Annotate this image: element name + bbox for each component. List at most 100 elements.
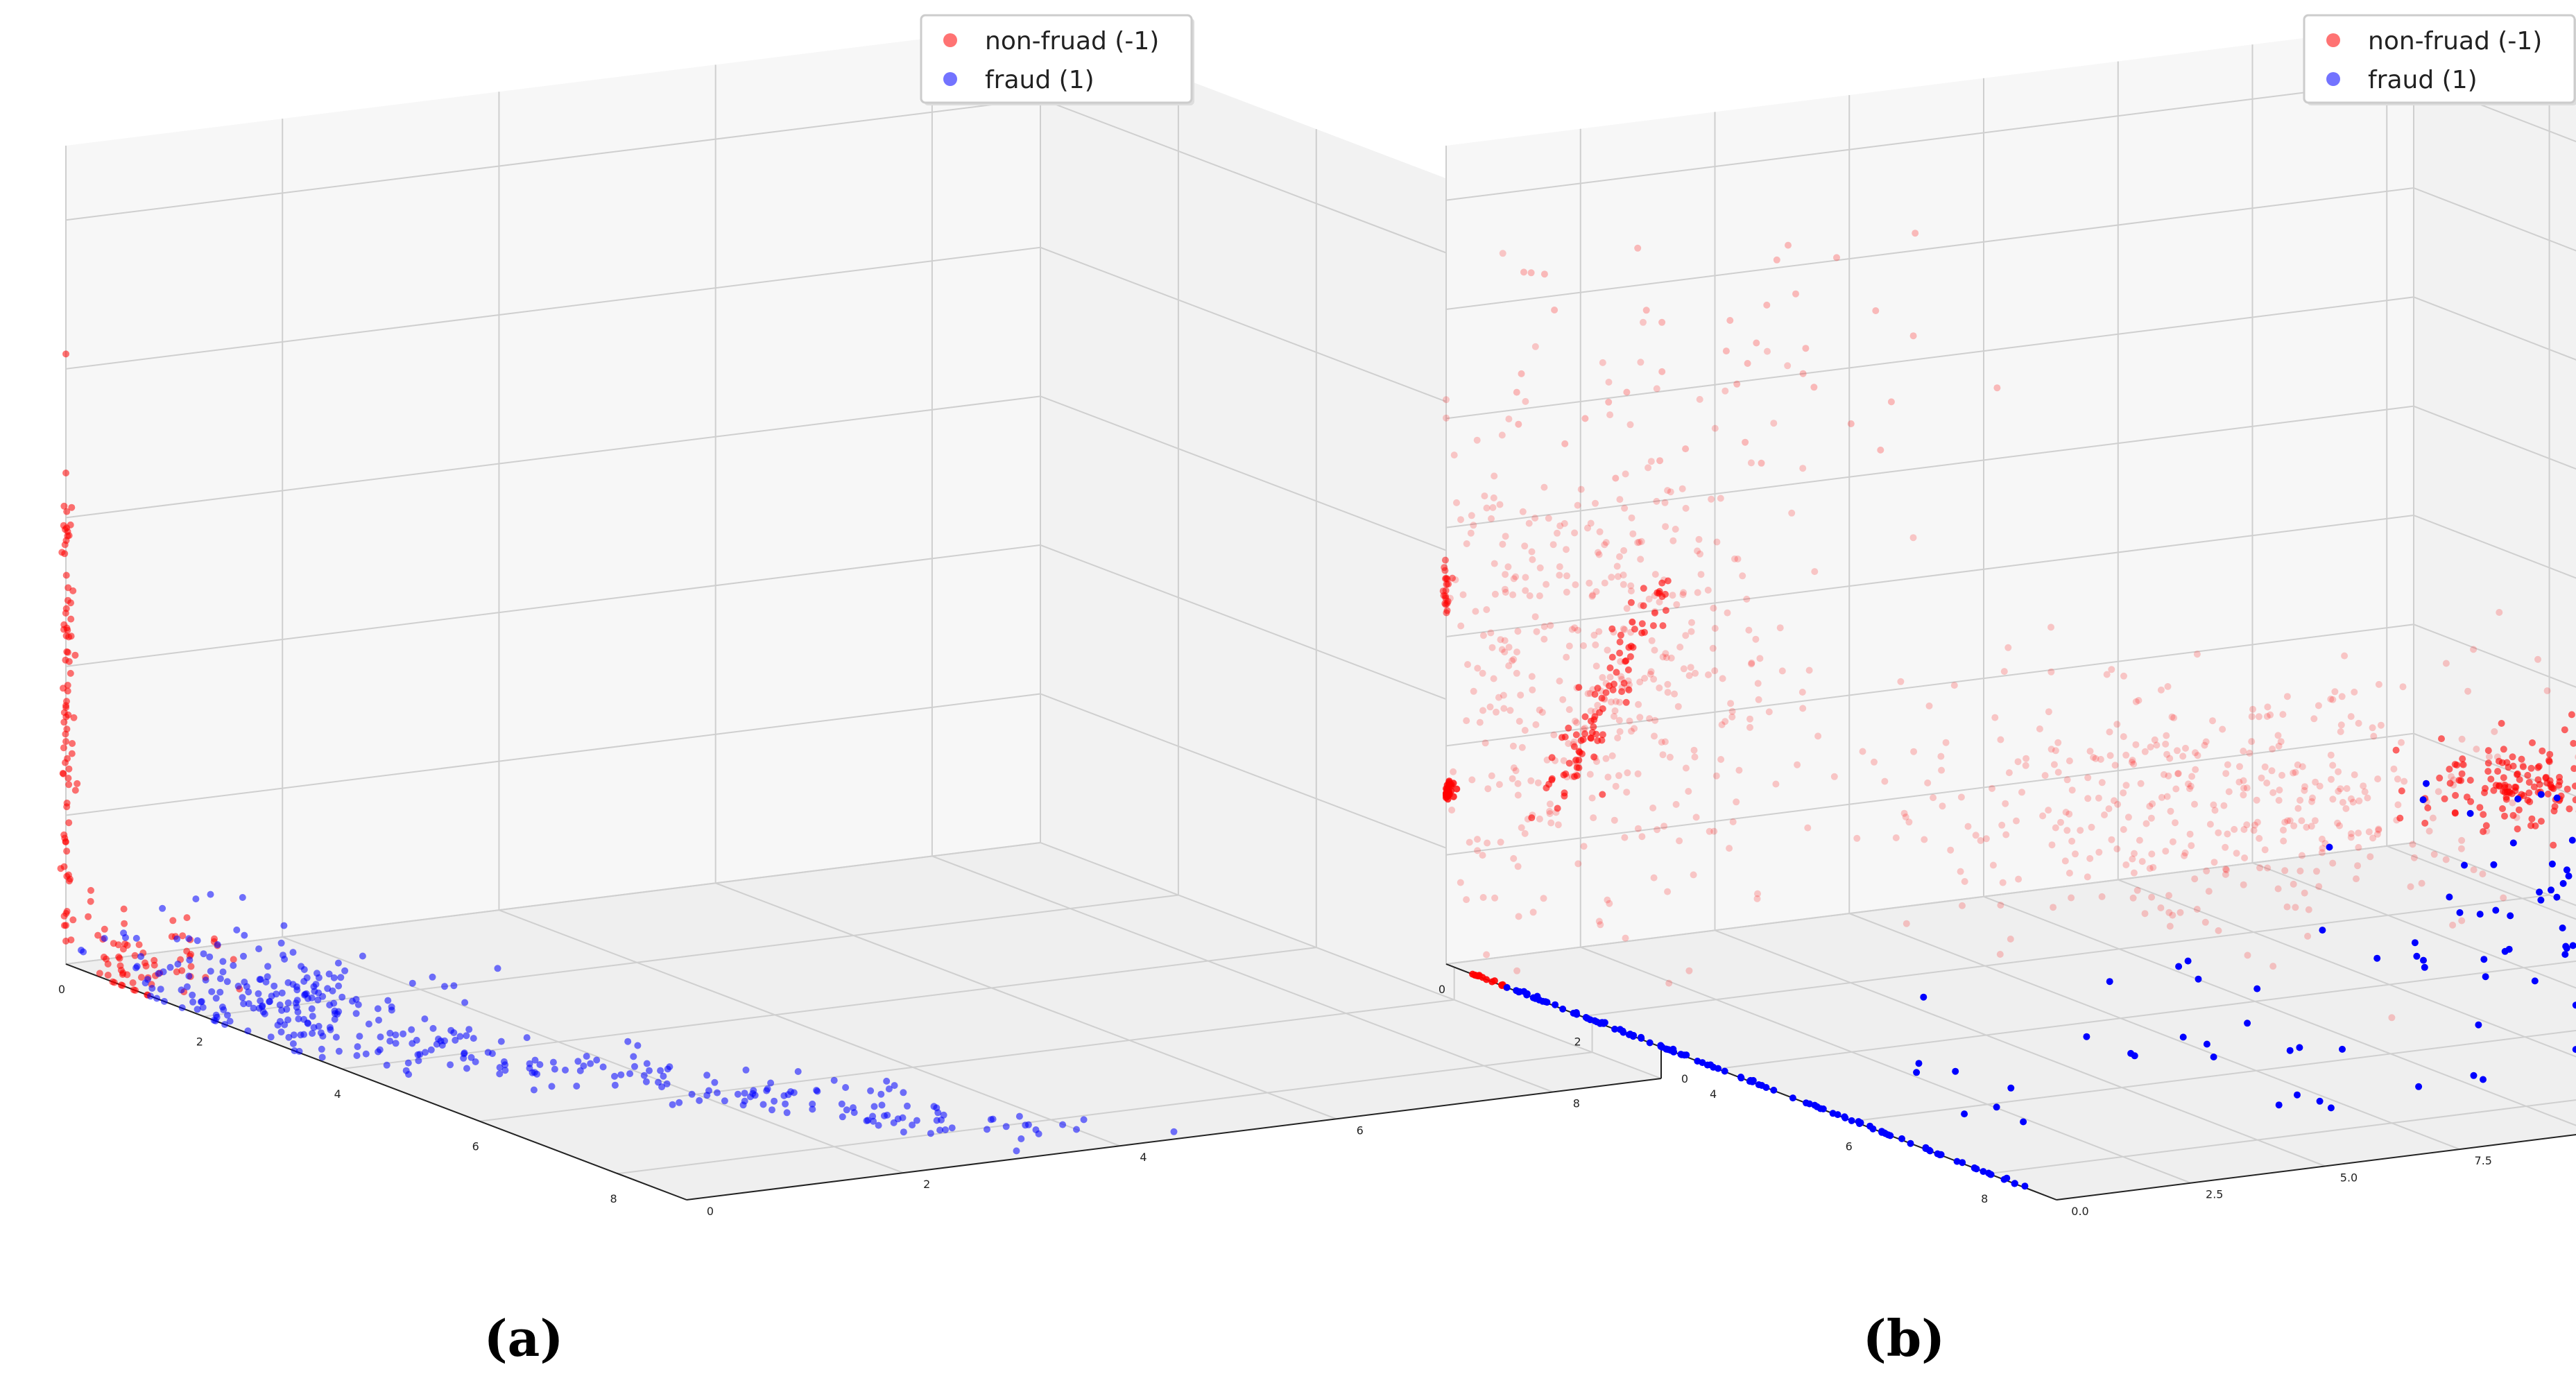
data-point — [2136, 836, 2143, 844]
data-point — [60, 770, 67, 777]
data-point — [2568, 836, 2576, 844]
data-point — [1717, 495, 1724, 502]
data-point — [2235, 778, 2243, 786]
data-point — [573, 1083, 581, 1090]
data-point — [1525, 519, 1533, 527]
data-point — [1764, 347, 1771, 355]
data-point — [2373, 830, 2381, 838]
data-point — [2244, 1020, 2251, 1027]
data-point — [1571, 529, 1579, 537]
series-fraud — [78, 891, 1178, 1155]
data-point — [96, 970, 103, 977]
data-point — [1540, 483, 1548, 491]
data-point — [2507, 912, 2514, 920]
data-point — [1513, 967, 1521, 974]
data-point — [2101, 811, 2108, 818]
data-point — [2276, 786, 2283, 794]
series-fraud — [1503, 780, 2576, 1190]
data-point — [2269, 789, 2277, 796]
data-point — [2248, 713, 2256, 721]
data-point — [2355, 797, 2363, 805]
data-point — [1501, 637, 1509, 644]
data-point — [2539, 747, 2546, 755]
data-point — [496, 1070, 504, 1078]
data-point — [2537, 791, 2545, 798]
data-point — [365, 1020, 372, 1028]
data-point — [1636, 678, 1644, 686]
data-point — [2328, 775, 2335, 783]
data-point — [60, 626, 67, 633]
data-point — [266, 998, 273, 1006]
data-point — [2160, 771, 2167, 778]
data-point — [2473, 746, 2480, 753]
data-point — [62, 470, 69, 476]
data-point — [1491, 590, 1499, 598]
data-point — [2458, 917, 2466, 925]
data-point — [1513, 669, 1520, 677]
data-point — [427, 1046, 435, 1054]
data-point — [1658, 739, 1665, 746]
data-point — [179, 932, 187, 940]
data-point — [2106, 752, 2114, 759]
data-point — [2375, 825, 2382, 833]
data-point — [2398, 739, 2405, 746]
data-point — [250, 1004, 257, 1012]
data-point — [1688, 619, 1695, 626]
data-point — [1662, 590, 1669, 598]
data-point — [1662, 607, 1669, 614]
data-point — [1493, 708, 1500, 716]
gridline-z — [1445, 296, 2576, 420]
data-point — [2459, 755, 2466, 763]
data-point — [1517, 691, 1525, 699]
data-point — [1634, 244, 1642, 252]
data-point — [60, 744, 67, 752]
data-point — [1744, 360, 1751, 367]
data-point — [244, 1027, 252, 1035]
data-point — [1739, 572, 1746, 580]
data-point — [1616, 638, 1624, 646]
data-point — [1565, 740, 1572, 748]
data-point — [1745, 626, 1753, 634]
data-point — [1510, 764, 1518, 772]
data-point — [388, 1003, 395, 1011]
x-tick-label: 8 — [1981, 1192, 1988, 1205]
data-point — [1488, 978, 1496, 986]
data-point — [71, 651, 79, 659]
data-point — [1565, 642, 1573, 650]
data-point — [2369, 724, 2376, 732]
data-point — [2313, 868, 2320, 875]
data-point — [1881, 777, 1889, 785]
data-point — [783, 1109, 791, 1117]
data-point — [2337, 721, 2345, 729]
data-point — [230, 956, 237, 963]
data-point — [2184, 957, 2192, 965]
data-point — [2339, 798, 2346, 806]
data-point — [1479, 632, 1487, 639]
data-point — [2047, 746, 2055, 753]
data-point — [2224, 761, 2231, 768]
data-point — [2548, 860, 2556, 868]
data-point — [1013, 1147, 1020, 1155]
data-point — [429, 973, 436, 981]
data-point — [1479, 894, 1487, 901]
data-point — [2296, 867, 2304, 875]
data-point — [813, 1087, 821, 1094]
data-point — [1661, 499, 1669, 506]
data-point — [1859, 748, 1866, 755]
data-point — [277, 1029, 285, 1035]
data-point — [1560, 757, 1568, 764]
gridline-z — [1445, 732, 2576, 856]
data-point — [1788, 509, 1796, 517]
data-point — [2021, 1182, 2029, 1190]
data-point — [2514, 796, 2522, 802]
data-point — [2490, 861, 2498, 868]
data-point — [1805, 666, 1813, 674]
gridline-z — [1445, 405, 2576, 528]
data-point — [2500, 894, 2507, 902]
data-point — [2039, 812, 2047, 820]
data-point — [62, 738, 69, 746]
data-point — [435, 1035, 442, 1043]
data-point — [741, 1090, 748, 1097]
data-point — [1667, 654, 1675, 662]
x-tick-label: 2 — [196, 1035, 203, 1049]
